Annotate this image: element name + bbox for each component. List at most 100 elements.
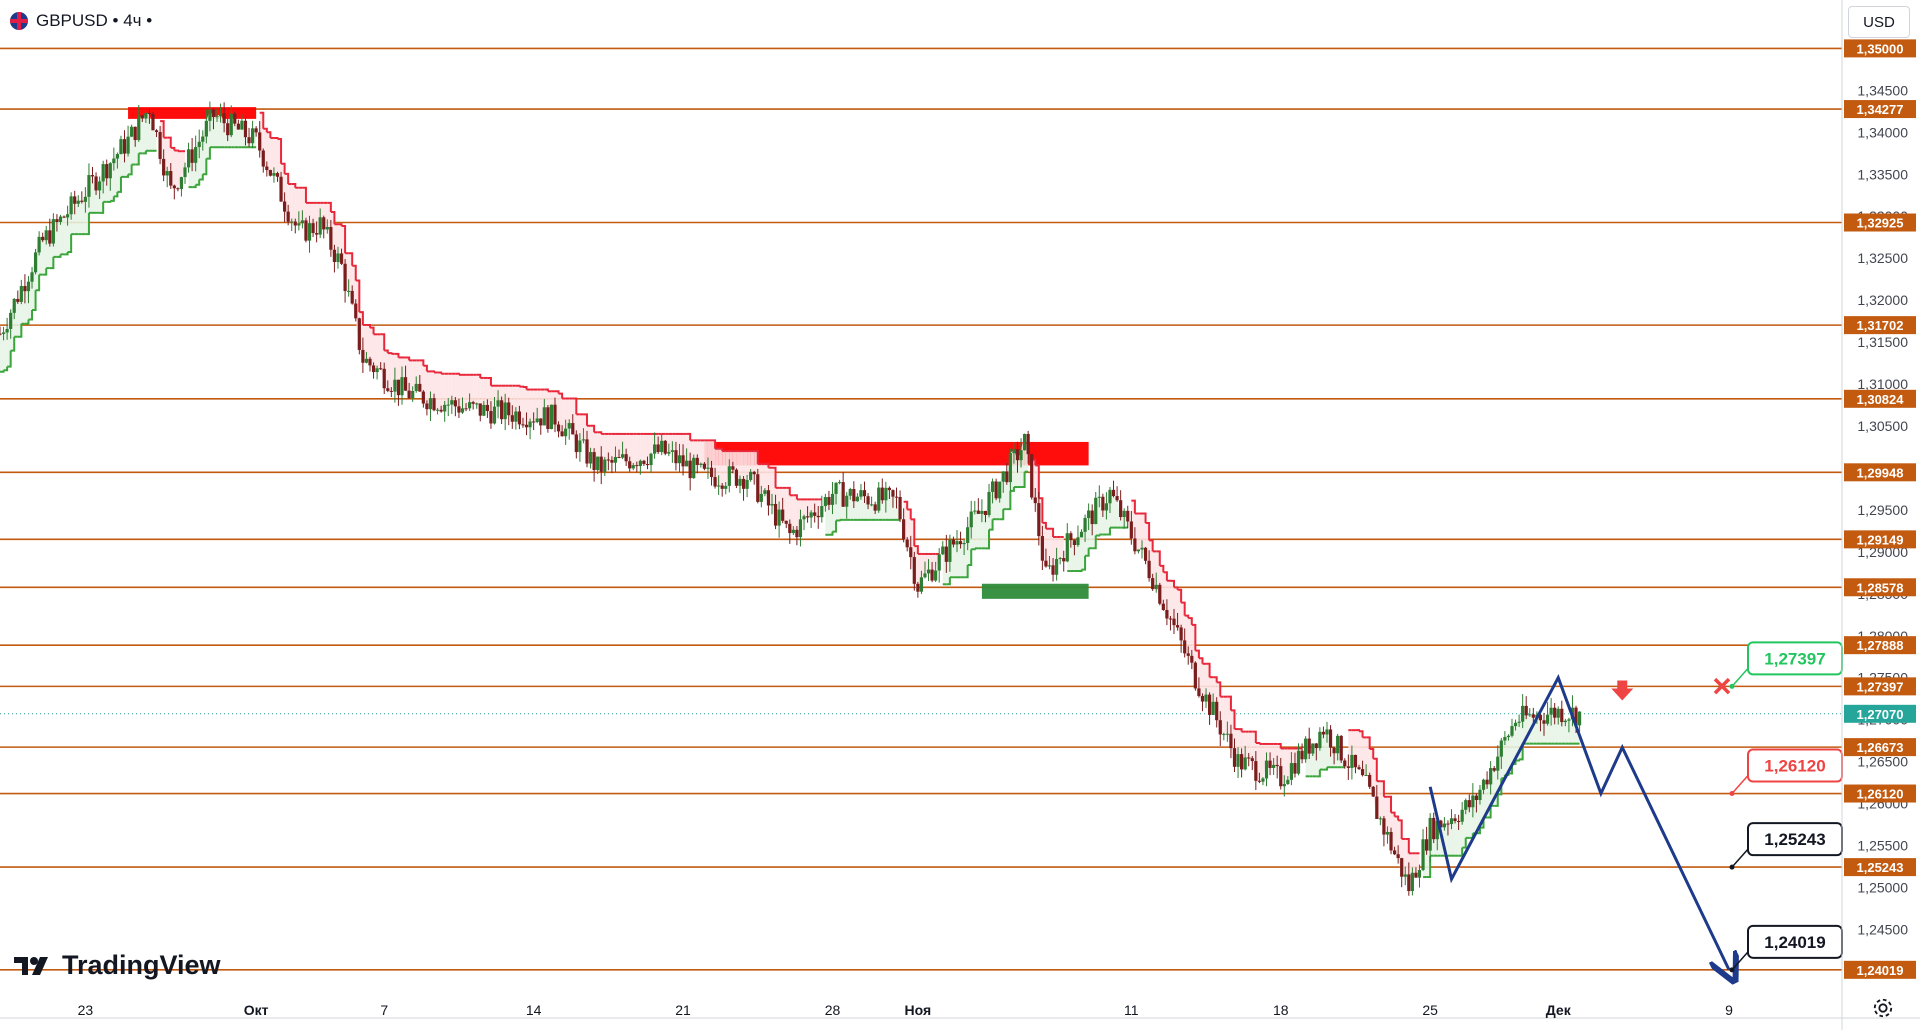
candle-body xyxy=(738,478,742,486)
candle-body xyxy=(1158,584,1162,604)
supertrend-fill xyxy=(750,451,755,475)
supertrend-fill xyxy=(704,440,708,469)
candle-body xyxy=(1033,497,1037,504)
candle-body xyxy=(599,456,603,472)
supertrend-fill xyxy=(113,154,118,197)
supertrend-fill xyxy=(871,504,876,520)
candle-body xyxy=(1485,779,1489,785)
candle-body xyxy=(1072,540,1076,546)
candle-body xyxy=(215,116,219,118)
supertrend-fill xyxy=(377,334,381,369)
candle-body xyxy=(1425,839,1429,851)
supertrend-fill xyxy=(441,373,445,412)
candle-body xyxy=(489,411,493,424)
settings-gear-icon[interactable] xyxy=(1872,997,1894,1019)
supply-zone xyxy=(704,441,1089,466)
candle-body xyxy=(98,181,102,191)
supertrend-fill xyxy=(1223,696,1228,735)
supertrend-fill xyxy=(152,130,157,151)
supertrend-fill xyxy=(1455,820,1459,856)
symbol-header[interactable]: GBPUSD • 4ч • xyxy=(10,8,152,34)
candle-body xyxy=(1460,809,1464,822)
candle-body xyxy=(1275,764,1279,767)
supertrend-line xyxy=(355,279,361,313)
candle-body xyxy=(1513,722,1518,727)
supertrend-line xyxy=(989,519,994,531)
candle-body xyxy=(1079,531,1084,538)
supertrend-line xyxy=(419,359,425,366)
candle-body xyxy=(912,557,916,584)
candle-body xyxy=(1129,521,1133,539)
candle-body xyxy=(685,460,689,467)
level-price-label-text: 1,29948 xyxy=(1857,465,1904,480)
candle-body xyxy=(1225,733,1229,735)
level-price-label: 1,26120 xyxy=(1844,784,1916,803)
level-price-label-bg xyxy=(1844,389,1916,408)
candle-body xyxy=(624,454,628,462)
supertrend-line xyxy=(590,424,596,433)
brand-name: TradingView xyxy=(62,950,221,980)
time-tick-label: 14 xyxy=(526,1002,542,1018)
candle-body xyxy=(958,541,963,545)
candle-body xyxy=(62,216,66,218)
supertrend-line xyxy=(24,319,30,325)
candle-body xyxy=(1556,708,1560,718)
time-tick-label: 21 xyxy=(675,1002,691,1018)
supertrend-line xyxy=(1355,729,1361,732)
supertrend-fill xyxy=(860,490,865,520)
supertrend-line xyxy=(1426,855,1432,879)
supertrend-line xyxy=(455,372,460,375)
supertrend-line xyxy=(28,310,34,321)
candle-body xyxy=(425,403,429,410)
candle-body xyxy=(880,487,884,501)
candle-body xyxy=(1101,496,1105,511)
price-axis[interactable]: 1,345001,340001,335001,330001,325001,320… xyxy=(1841,0,1916,1030)
candle-body xyxy=(674,450,678,464)
candle-body xyxy=(1442,823,1446,828)
supertrend-line xyxy=(330,210,336,225)
supertrend-line xyxy=(423,364,428,372)
time-axis[interactable]: 23 Окт 7 14 21 28 Ноя 11 18 25 Дек 9 xyxy=(0,1002,1920,1019)
candle-body xyxy=(1094,497,1098,525)
level-price-label-text: 1,35000 xyxy=(1857,41,1904,56)
candle-body xyxy=(208,109,212,121)
candle-body xyxy=(766,490,771,506)
candle-body xyxy=(1197,688,1201,696)
candle-body xyxy=(23,286,27,292)
candle-body xyxy=(1240,754,1244,770)
supertrend-line xyxy=(764,463,770,468)
candle-body xyxy=(660,440,664,453)
candle-body xyxy=(1133,538,1137,552)
candle-body xyxy=(41,236,45,241)
level-price-label-bg xyxy=(1844,738,1916,757)
candle-body xyxy=(222,113,226,124)
candle-body xyxy=(311,223,315,234)
candle-body xyxy=(848,489,852,496)
level-price-label: 1,25243 xyxy=(1844,858,1916,877)
candle-body xyxy=(1304,738,1308,760)
supertrend-fill xyxy=(1138,513,1142,550)
level-price-label-bg xyxy=(1844,784,1916,803)
candle-body xyxy=(773,503,778,526)
supertrend-fill xyxy=(981,510,986,549)
supertrend-line xyxy=(1252,730,1257,744)
currency-button[interactable]: USD xyxy=(1848,6,1910,38)
supertrend-line xyxy=(1476,827,1481,835)
candle-body xyxy=(923,573,927,578)
candle-body xyxy=(279,176,283,202)
supertrend-line xyxy=(1494,794,1499,807)
candle-body xyxy=(990,481,995,492)
candle-body xyxy=(1183,640,1187,654)
level-price-label-bg xyxy=(1844,677,1916,696)
candle-body xyxy=(112,158,116,164)
annotation-callout: 1,26120 xyxy=(1729,748,1843,797)
candle-body xyxy=(1019,450,1023,461)
level-price-label-bg xyxy=(1844,960,1916,979)
candle-body xyxy=(329,226,333,250)
supertrend-fill xyxy=(409,360,413,399)
candle-body xyxy=(919,577,924,592)
price-tick-label: 1,31000 xyxy=(1857,376,1908,392)
candle-body xyxy=(588,452,593,464)
candle-body xyxy=(1165,610,1169,619)
